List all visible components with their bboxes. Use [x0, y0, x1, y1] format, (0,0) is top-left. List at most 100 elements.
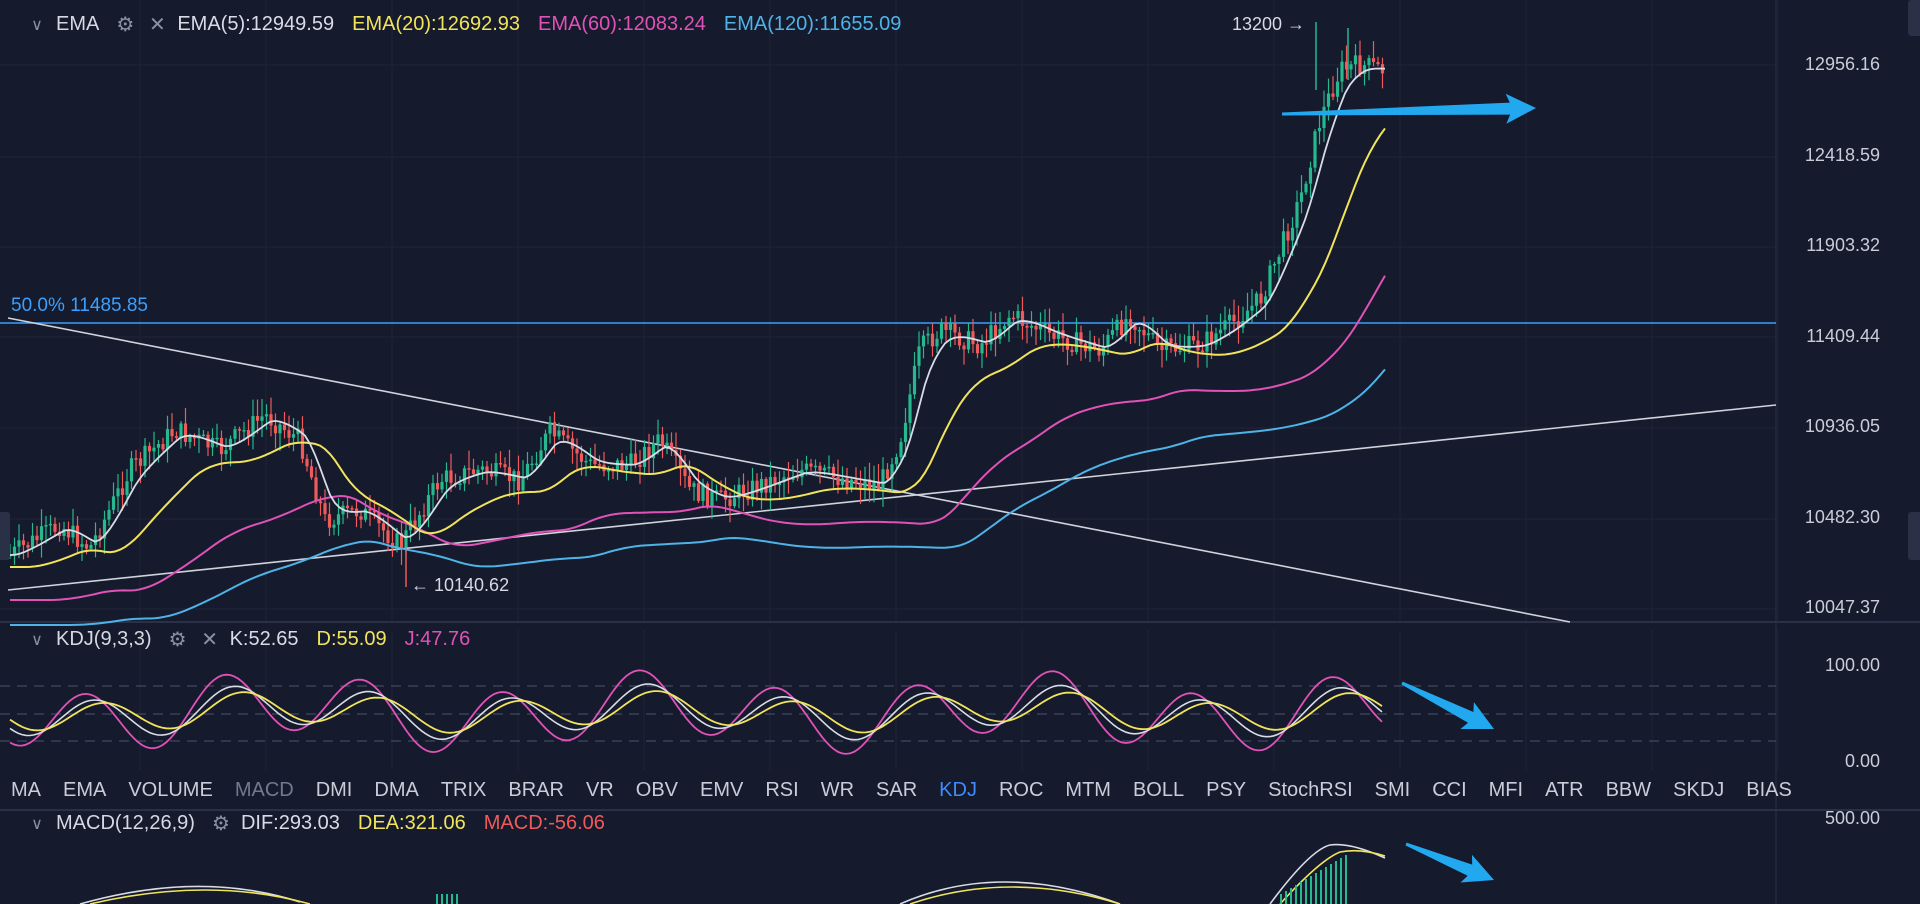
candle-body [84, 544, 89, 549]
tab-boll[interactable]: BOLL [1132, 778, 1185, 801]
candle-body [768, 476, 773, 493]
indicator-tab-bar: MA EMA VOLUME MACD DMI DMA TRIX BRAR VR OBV EMV RSI… [0, 770, 1792, 810]
tab-roc[interactable]: ROC [998, 778, 1044, 801]
candle-body [1074, 332, 1079, 353]
candle-body [764, 478, 768, 493]
tab-dma[interactable]: DMA [374, 778, 419, 801]
candle-body [687, 475, 692, 487]
candle-body [723, 490, 728, 500]
macd-histogram-bar [1330, 864, 1332, 904]
candle-body [98, 535, 102, 539]
tab-bbw[interactable]: BBW [1605, 778, 1652, 801]
settings-gear-icon[interactable]: ⚙ [168, 629, 187, 651]
candle-body [368, 508, 372, 511]
candle-body [1155, 333, 1160, 344]
candle-body [296, 428, 300, 435]
candle-body [35, 535, 39, 541]
ema-indicator-name: EMA [56, 13, 100, 35]
candle-body [854, 479, 858, 484]
collapse-chevron-icon[interactable]: ∨ [31, 631, 43, 649]
ema120-line [10, 368, 1386, 626]
candle-body [804, 463, 809, 470]
candle-body [1317, 127, 1322, 132]
tab-ma[interactable]: MA [11, 778, 41, 801]
annotation-arrow-down[interactable] [1400, 830, 1499, 894]
tab-trix[interactable]: TRIX [440, 778, 487, 801]
tab-rsi[interactable]: RSI [765, 778, 799, 801]
settings-gear-icon[interactable]: ⚙ [211, 813, 230, 835]
tab-smi[interactable]: SMI [1374, 778, 1411, 801]
tab-volume[interactable]: VOLUME [128, 778, 213, 801]
candle-body [206, 434, 210, 448]
candle-body [579, 453, 584, 462]
candle-body [1205, 331, 1209, 352]
candle-body [1286, 231, 1290, 241]
macd-dea-line [89, 889, 311, 904]
tab-emv[interactable]: EMV [700, 778, 744, 801]
scroll-handle[interactable] [1908, 512, 1920, 560]
candle-body [930, 333, 935, 347]
candle-body [1344, 61, 1349, 70]
candle-body [1218, 329, 1223, 334]
tab-macd[interactable]: MACD [234, 778, 294, 801]
candle-body [899, 442, 903, 458]
tab-obv[interactable]: OBV [635, 778, 679, 801]
candle-body [705, 483, 710, 507]
scroll-handle[interactable] [1908, 0, 1920, 36]
annotation-arrow-down[interactable] [1395, 670, 1500, 743]
candle-body [26, 544, 30, 548]
candle-body [534, 463, 539, 465]
candle-body [741, 484, 746, 497]
macd-histogram-bar [456, 894, 458, 904]
close-icon[interactable]: ✕ [201, 629, 218, 651]
tab-wr[interactable]: WR [820, 778, 855, 801]
tab-ema[interactable]: EMA [63, 778, 107, 801]
candle-body [444, 470, 449, 482]
tab-kdj[interactable]: KDJ [939, 778, 977, 801]
candle-body [327, 514, 332, 528]
candle-body [237, 429, 242, 431]
tab-vr[interactable]: VR [585, 778, 614, 801]
tab-dmi[interactable]: DMI [315, 778, 353, 801]
candle-body [165, 429, 170, 450]
macd-histogram-bar [1290, 888, 1292, 904]
tab-mfi[interactable]: MFI [1488, 778, 1524, 801]
settings-gear-icon[interactable]: ⚙ [116, 14, 135, 36]
tab-cci[interactable]: CCI [1432, 778, 1467, 801]
kdj-header: ∨ KDJ(9,3,3) ⚙ ✕ K:52.65 D:55.09 J:47.76 [26, 627, 480, 652]
annotation-arrow-right[interactable] [1281, 93, 1537, 129]
tab-atr[interactable]: ATR [1545, 778, 1584, 801]
close-icon[interactable]: ✕ [148, 14, 166, 36]
candle-body [1160, 343, 1164, 351]
candle-body [1263, 296, 1268, 304]
tab-stochrsi[interactable]: StochRSI [1268, 778, 1353, 801]
candle-body [948, 323, 953, 331]
tab-bias[interactable]: BIAS [1746, 778, 1792, 801]
scroll-handle[interactable] [0, 512, 10, 560]
candle-body [849, 479, 854, 489]
candle-body [629, 453, 633, 465]
tab-skdj[interactable]: SKDJ [1673, 778, 1725, 801]
candle-body [872, 481, 876, 489]
candle-body [1277, 256, 1281, 264]
tab-psy[interactable]: PSY [1206, 778, 1247, 801]
candle-body [161, 443, 165, 450]
candle-body [228, 438, 233, 451]
candle-body [1133, 326, 1137, 330]
macd-dif-line [79, 885, 301, 904]
candle-body [782, 477, 786, 483]
macd-histogram-bar [446, 894, 448, 904]
candle-body [39, 526, 44, 541]
candle-body [732, 498, 737, 507]
candle-body [651, 443, 656, 459]
macd-dif-line [1269, 843, 1386, 904]
candle-body [1227, 314, 1232, 321]
candle-body [1124, 319, 1128, 336]
candle-body [323, 503, 327, 515]
tab-brar[interactable]: BRAR [508, 778, 564, 801]
tab-sar[interactable]: SAR [876, 778, 918, 801]
tab-mtm[interactable]: MTM [1065, 778, 1111, 801]
collapse-chevron-icon[interactable]: ∨ [31, 16, 43, 34]
collapse-chevron-icon[interactable]: ∨ [31, 815, 43, 833]
